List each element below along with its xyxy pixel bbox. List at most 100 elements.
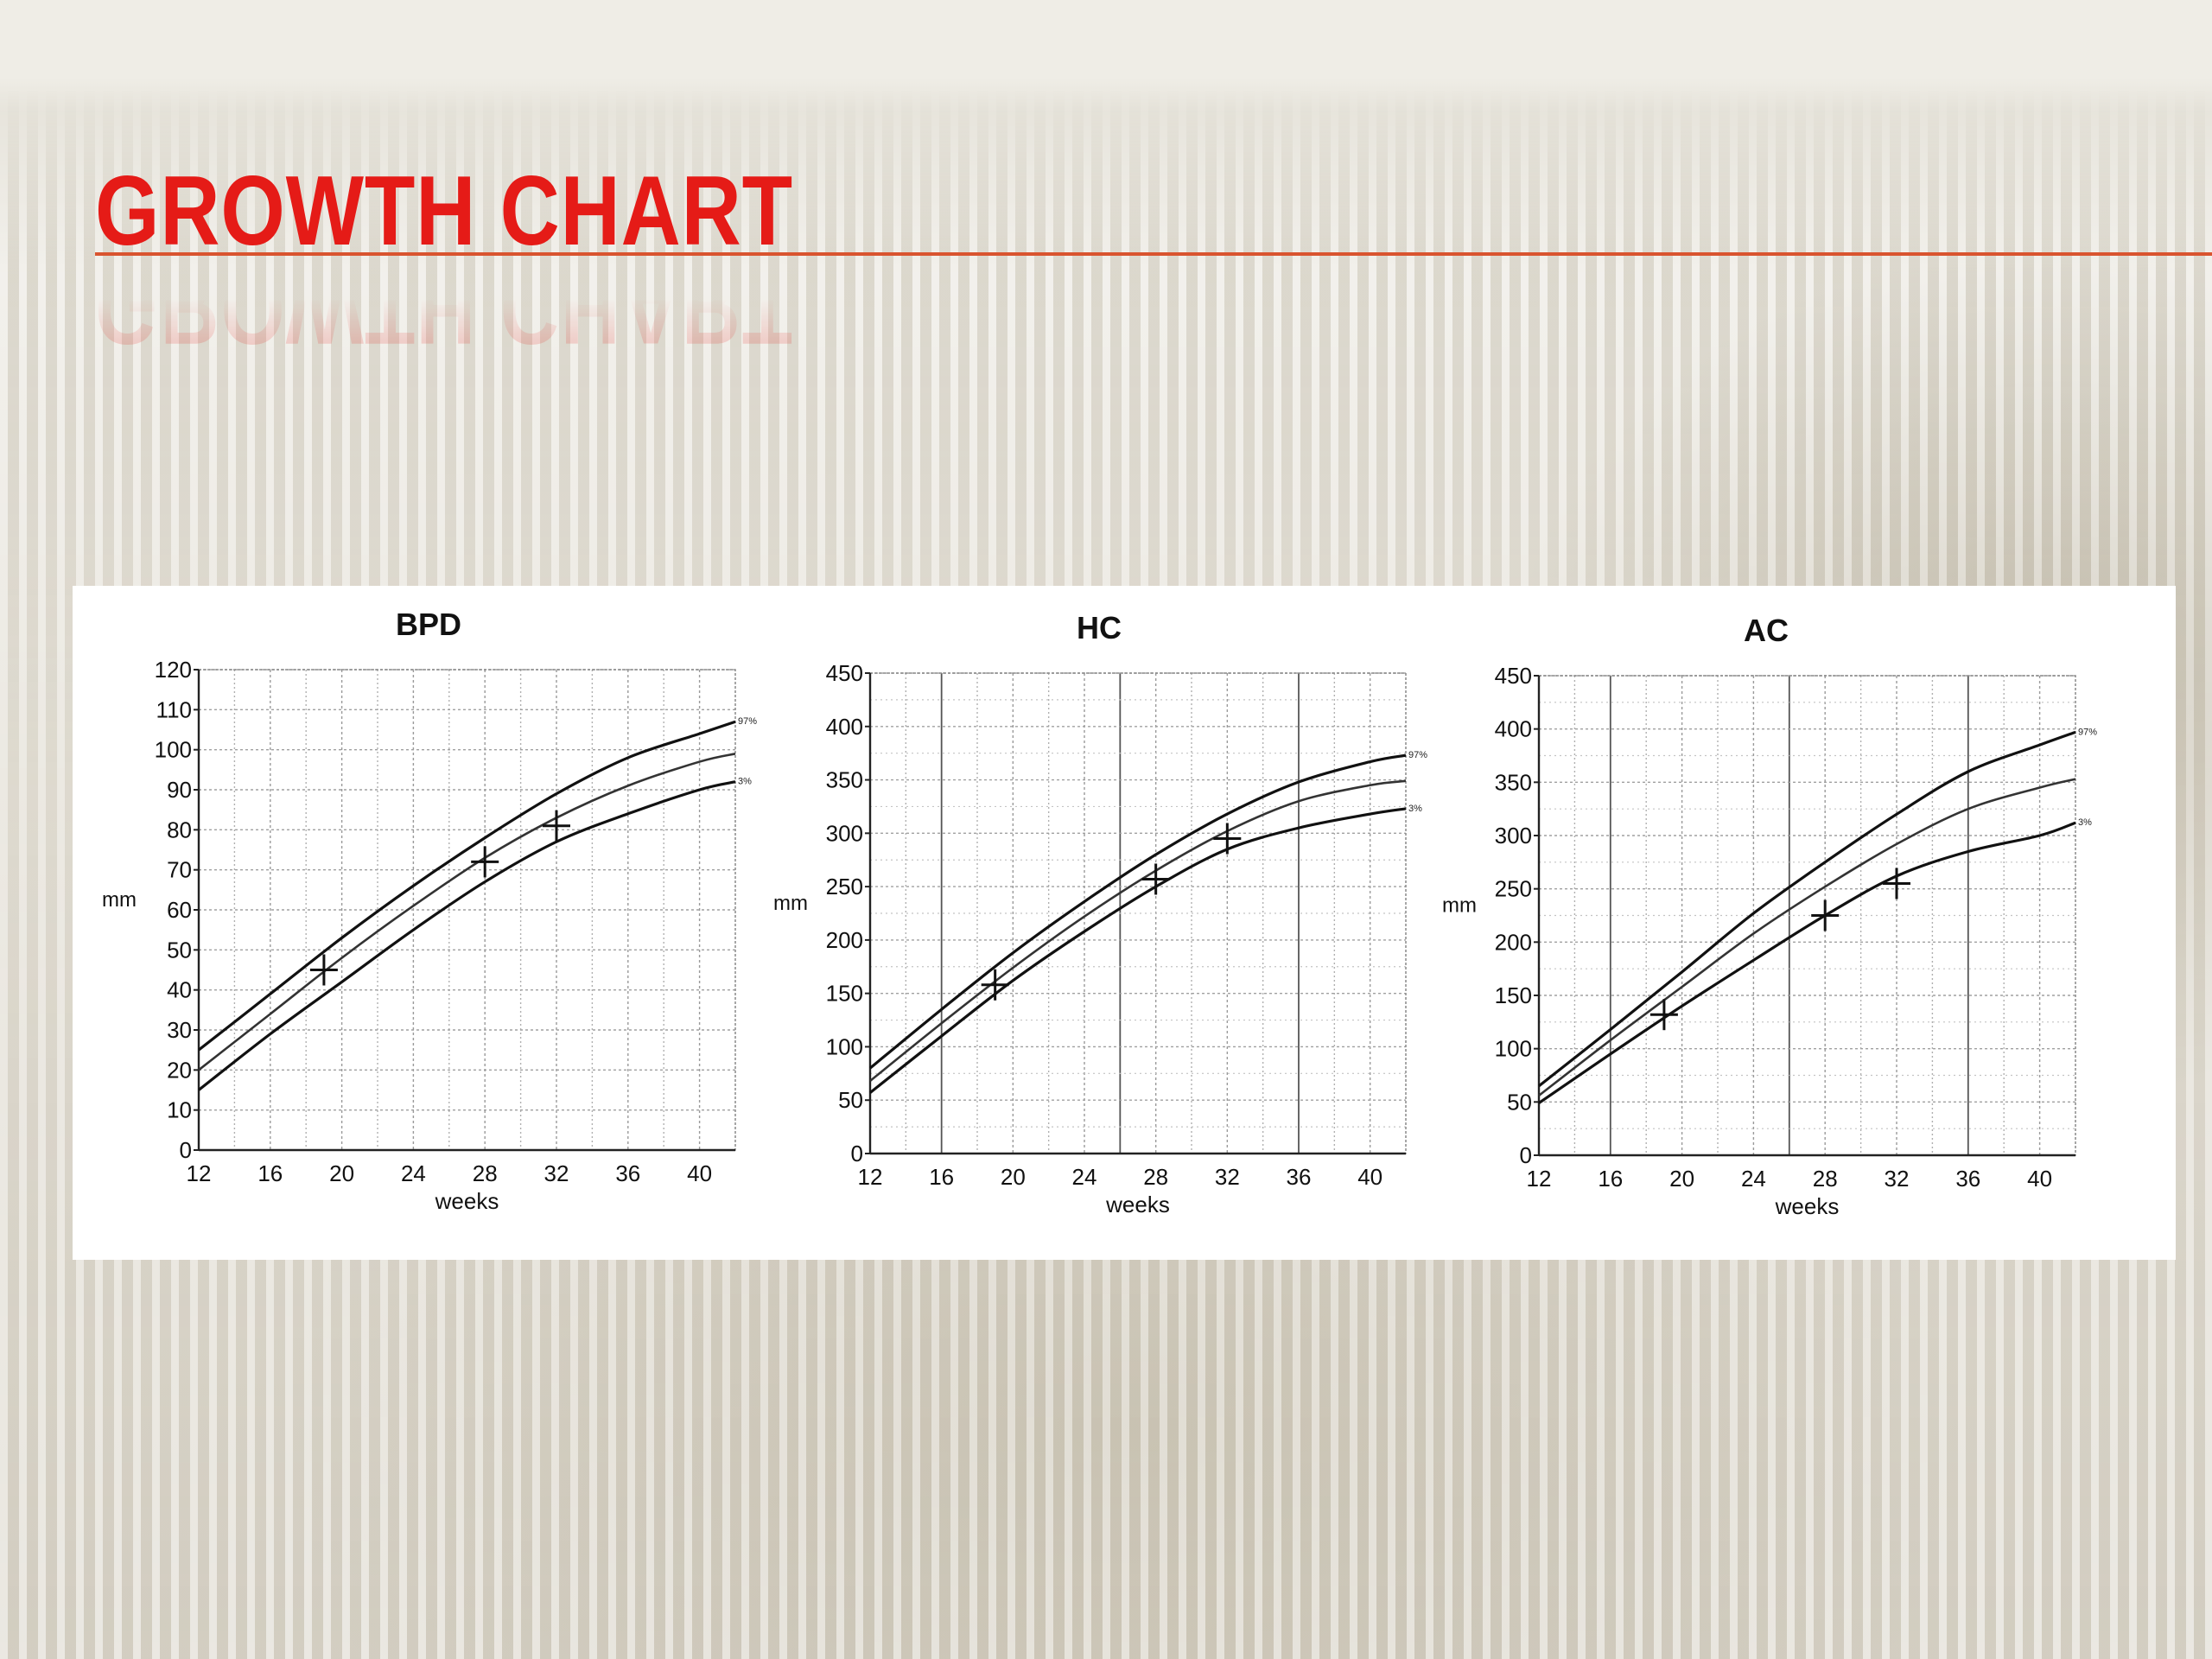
y-tick-label: 200 xyxy=(1495,929,1532,955)
measurement-point xyxy=(1213,823,1242,855)
measurement-point xyxy=(309,954,338,986)
y-tick-label: 200 xyxy=(826,927,863,953)
x-tick-label: 24 xyxy=(401,1160,426,1186)
slide-title-reflection: Growth chart xyxy=(95,254,793,364)
x-tick-label: 28 xyxy=(473,1160,498,1186)
x-tick-label: 40 xyxy=(1357,1164,1382,1190)
x-tick-label: 24 xyxy=(1072,1164,1097,1190)
y-tick-label: 0 xyxy=(851,1141,863,1166)
y-tick-label: 300 xyxy=(1495,823,1532,849)
x-tick-label: 20 xyxy=(329,1160,354,1186)
series-label: 97% xyxy=(738,716,757,727)
y-axis-label: mm xyxy=(102,888,137,912)
y-tick-label: 20 xyxy=(167,1057,192,1083)
chart-bpd: 0 10 20 30 40 50 60 70 80 90 100 110 120 12 16 20 24 28 32… xyxy=(102,607,757,1214)
series-line xyxy=(868,753,1407,1070)
y-tick-label: 400 xyxy=(1495,716,1532,742)
x-axis-label: weeks xyxy=(1105,1192,1170,1217)
x-tick-label: 16 xyxy=(257,1160,283,1186)
series-line xyxy=(1538,778,2076,1096)
y-axis-label: mm xyxy=(1442,894,1477,918)
measurement-point xyxy=(1141,863,1170,895)
y-tick-label: 50 xyxy=(167,937,192,963)
series-label: 97% xyxy=(1408,750,1427,760)
y-tick-label: 0 xyxy=(180,1137,192,1163)
x-axis-label: weeks xyxy=(435,1188,499,1214)
series-line xyxy=(198,780,736,1091)
x-tick-label: 12 xyxy=(1527,1166,1552,1192)
plot-frame xyxy=(198,669,736,1151)
x-tick-label: 16 xyxy=(929,1164,954,1190)
y-tick-label: 120 xyxy=(155,657,192,683)
y-tick-label: 50 xyxy=(1507,1089,1532,1115)
y-tick-label: 90 xyxy=(167,777,192,803)
x-tick-label: 32 xyxy=(1215,1164,1240,1190)
chart-panel: 0 10 20 30 40 50 60 70 80 90 100 110 120 12 16 20 24 28 32… xyxy=(73,586,2176,1260)
y-tick-label: 70 xyxy=(167,857,192,883)
y-tick-label: 300 xyxy=(826,820,863,846)
series-line xyxy=(869,779,1407,1082)
series-label: 3% xyxy=(2078,817,2092,828)
x-tick-label: 36 xyxy=(1955,1166,1980,1192)
y-tick-label: 400 xyxy=(826,714,863,740)
x-tick-label: 28 xyxy=(1143,1164,1168,1190)
y-tick-label: 50 xyxy=(838,1087,863,1113)
x-tick-label: 12 xyxy=(858,1164,883,1190)
y-tick-label: 350 xyxy=(1495,769,1532,795)
series-line xyxy=(869,807,1407,1094)
x-axis-label: weeks xyxy=(1775,1193,1840,1219)
title-area: Growth chart xyxy=(95,162,926,261)
series-label: 3% xyxy=(738,777,752,787)
y-tick-label: 40 xyxy=(167,977,192,1003)
series-line xyxy=(1538,821,2076,1104)
plot-frame xyxy=(1538,675,2076,1156)
chart-title: AC xyxy=(1744,613,1789,648)
series-line xyxy=(198,720,736,1052)
series-label: 3% xyxy=(1408,804,1422,814)
y-tick-label: 30 xyxy=(167,1017,192,1043)
x-tick-label: 40 xyxy=(687,1160,712,1186)
measurement-point xyxy=(981,969,1009,1001)
series-line xyxy=(198,753,736,1071)
measurement-point xyxy=(543,810,570,842)
series-line xyxy=(1538,730,2076,1088)
chart-title: BPD xyxy=(396,607,461,642)
y-tick-label: 110 xyxy=(156,696,192,722)
chart-ac: 0 50 100 150 200 250 300 350 400 450 12 16 20 24 28 32 3… xyxy=(1442,613,2097,1219)
chart-hc: 0 50 100 150 200 250 300 350 400 450 12 16 20 24 28 32 3… xyxy=(773,610,1427,1217)
y-tick-label: 60 xyxy=(167,897,192,923)
y-tick-label: 350 xyxy=(826,767,863,793)
x-tick-label: 16 xyxy=(1598,1166,1623,1192)
y-tick-label: 250 xyxy=(1495,876,1532,902)
x-tick-label: 20 xyxy=(1669,1166,1694,1192)
x-tick-label: 20 xyxy=(1001,1164,1026,1190)
y-tick-label: 10 xyxy=(167,1097,192,1123)
y-tick-label: 150 xyxy=(826,981,863,1007)
y-tick-label: 80 xyxy=(167,817,192,842)
y-tick-label: 450 xyxy=(1495,663,1532,689)
y-tick-label: 450 xyxy=(826,660,863,686)
title-underline xyxy=(95,252,2212,256)
y-axis-label: mm xyxy=(773,892,808,915)
y-tick-label: 100 xyxy=(1495,1036,1532,1062)
series-label: 97% xyxy=(2078,727,2097,737)
x-tick-label: 28 xyxy=(1813,1166,1838,1192)
chart-title: HC xyxy=(1077,610,1122,645)
slide-title: Growth chart xyxy=(95,156,793,266)
y-tick-label: 100 xyxy=(155,737,192,763)
x-tick-label: 32 xyxy=(544,1160,569,1186)
measurement-point xyxy=(1649,999,1678,1031)
y-tick-label: 0 xyxy=(1520,1142,1532,1168)
x-tick-label: 36 xyxy=(615,1160,640,1186)
x-tick-label: 32 xyxy=(1885,1166,1910,1192)
measurement-point xyxy=(471,846,499,878)
measurement-point xyxy=(1811,899,1840,931)
y-tick-label: 150 xyxy=(1495,982,1532,1008)
measurement-point xyxy=(1883,868,1910,899)
plot-frame xyxy=(869,672,1407,1154)
x-tick-label: 36 xyxy=(1287,1164,1312,1190)
x-tick-label: 12 xyxy=(187,1160,212,1186)
x-tick-label: 40 xyxy=(2027,1166,2052,1192)
x-tick-label: 24 xyxy=(1741,1166,1766,1192)
